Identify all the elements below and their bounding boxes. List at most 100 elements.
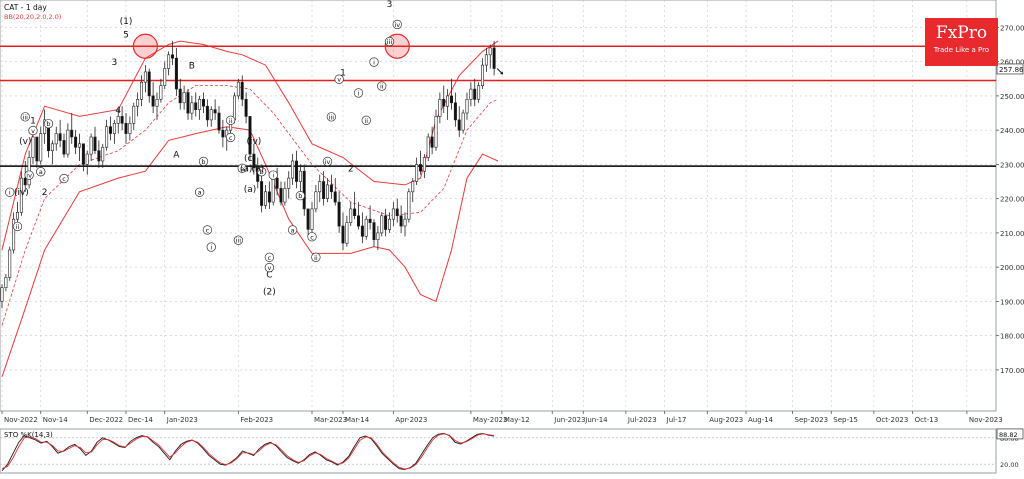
x-tick-label: Sep-2023 xyxy=(795,416,829,424)
candle xyxy=(302,164,306,216)
candle xyxy=(89,133,93,161)
x-tick-label: Sep-15 xyxy=(833,416,858,424)
sto-marker-label: 88.82 xyxy=(999,431,1018,439)
chart-title: CAT - 1 day xyxy=(4,3,47,12)
candle xyxy=(4,274,8,292)
candle-body xyxy=(314,191,318,210)
candle xyxy=(213,99,217,120)
wave-label: A xyxy=(173,151,180,161)
candle-body xyxy=(78,143,82,148)
wave-label-circle xyxy=(264,252,275,262)
candle xyxy=(54,126,58,151)
candle-body xyxy=(310,208,314,230)
candle-body xyxy=(4,277,8,288)
wave-label: c xyxy=(229,134,233,142)
y-axis: 170.00 180.00 190.00 200.00 210.00 220.00 230.… xyxy=(996,24,1024,375)
sto-title: STO %K(14,3) xyxy=(4,431,53,439)
candle xyxy=(198,95,202,120)
candle-body xyxy=(112,123,116,134)
candle-body xyxy=(345,222,349,244)
candle-body xyxy=(89,136,93,155)
candle xyxy=(356,202,360,230)
bollinger-middle xyxy=(1,85,499,326)
candle-body xyxy=(484,54,488,66)
candle xyxy=(70,113,74,144)
x-tick-label: Nov-2022 xyxy=(4,416,38,424)
candle-body xyxy=(140,81,144,100)
candle-body xyxy=(174,57,178,90)
wave-label: v xyxy=(31,127,35,135)
candle-body xyxy=(248,116,252,155)
candle xyxy=(202,92,206,114)
sto-series-line xyxy=(1,432,495,472)
wave-label-circle xyxy=(295,190,306,201)
candle-body xyxy=(322,181,326,199)
candle-body xyxy=(395,208,399,216)
candle xyxy=(39,126,43,165)
candle-body xyxy=(109,126,113,134)
wave-label-circle xyxy=(256,167,267,177)
candle xyxy=(418,150,422,175)
wave-label: (iv) xyxy=(246,137,261,147)
candle-body xyxy=(411,181,415,193)
candle xyxy=(209,106,213,127)
candle-body xyxy=(318,181,322,193)
candle-body xyxy=(415,164,419,182)
candle xyxy=(116,109,120,134)
candle-body xyxy=(477,85,481,100)
candle xyxy=(415,157,419,185)
wave-label-circle xyxy=(12,221,23,232)
candle-body xyxy=(132,105,136,124)
wave-label: a xyxy=(240,165,244,173)
wave-label: 2 xyxy=(348,164,354,174)
candle-body xyxy=(124,123,128,134)
candle-body xyxy=(136,99,140,107)
y-tick-label: 220.00 xyxy=(1000,196,1024,204)
candle-body xyxy=(446,95,450,107)
candle xyxy=(287,171,291,199)
candle-body xyxy=(426,136,430,158)
candle xyxy=(101,143,105,168)
wave-label-circle xyxy=(28,125,38,136)
candle xyxy=(349,202,353,227)
candle xyxy=(477,82,481,103)
candle xyxy=(314,184,318,213)
wave-label: ii xyxy=(314,254,318,262)
candle-body xyxy=(438,99,442,117)
wave-label: (b) xyxy=(251,164,264,174)
candle-body xyxy=(209,109,213,121)
candle-body xyxy=(291,160,295,179)
candle-body xyxy=(271,177,275,203)
candle-body xyxy=(143,71,147,83)
candle-body xyxy=(15,212,19,220)
candle-body xyxy=(422,157,426,172)
wave-label-circle xyxy=(326,112,337,122)
candle xyxy=(407,188,411,223)
candle xyxy=(484,47,488,72)
candle xyxy=(155,92,159,120)
x-axis: Nov-2022 Nov-14 Dec-2022 Dec-14 Jan-2023 Feb-… xyxy=(1,411,1003,424)
wave-label-circle xyxy=(384,36,395,47)
candle xyxy=(97,140,101,168)
candle-body xyxy=(325,184,329,199)
x-tick-label: Jan-2023 xyxy=(166,416,198,424)
candle-body xyxy=(39,133,43,162)
candle-body xyxy=(457,119,461,131)
candle-body xyxy=(333,191,337,203)
candle-body xyxy=(252,153,256,169)
candle xyxy=(263,184,267,209)
candle xyxy=(267,181,271,209)
candle xyxy=(453,92,457,127)
y-tick-label: 240.00 xyxy=(1000,127,1024,135)
candle xyxy=(260,174,264,213)
candle xyxy=(310,202,314,233)
candle-body xyxy=(23,177,27,186)
candle xyxy=(337,191,341,233)
wave-label: a xyxy=(39,168,43,176)
candle xyxy=(12,212,16,254)
candle xyxy=(465,92,469,120)
wave-label: iii xyxy=(23,113,29,121)
wave-label-circle xyxy=(322,156,333,167)
candle xyxy=(279,181,283,206)
